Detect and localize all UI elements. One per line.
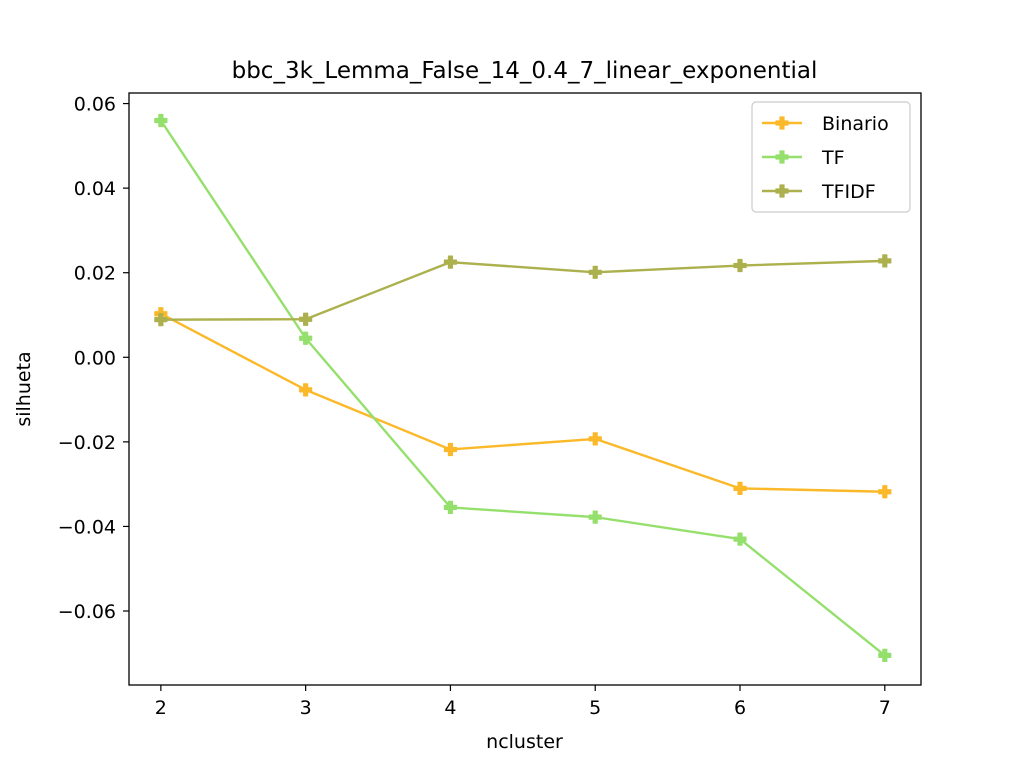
y-tick-label: 0.04: [74, 178, 116, 200]
x-tick-label: 4: [444, 697, 456, 719]
marker-shape: [878, 254, 892, 268]
marker-shape: [443, 500, 458, 514]
x-tick-label: 3: [300, 697, 312, 719]
y-axis-label: silhueta: [13, 351, 35, 426]
y-tick-label: −0.04: [58, 516, 116, 538]
x-tick-label: 6: [734, 697, 746, 719]
x-tick-label: 2: [155, 697, 167, 719]
x-tick-label: 7: [879, 697, 891, 719]
y-tick-label: 0.00: [74, 347, 116, 369]
marker-shape: [299, 331, 313, 345]
plot-area: 2 3 4 5 6 7 0.06 0.04 0.02 0.00 −0.02 −0.04 −0.06: [58, 92, 922, 719]
data-point-tf: [443, 500, 458, 514]
y-tick-label: 0.02: [74, 263, 116, 285]
data-point-tfidf: [299, 312, 313, 326]
marker-shape: [154, 113, 168, 128]
chart-title: bbc_3k_Lemma_False_14_0.4_7_linear_expon…: [232, 58, 818, 84]
data-point-tfidf: [878, 254, 892, 268]
marker-shape: [299, 383, 313, 397]
data-point-binario: [443, 442, 458, 457]
data-point-tf: [299, 331, 313, 345]
marker-shape: [299, 312, 313, 326]
marker-shape: [775, 150, 789, 164]
marker-shape: [443, 442, 458, 457]
data-point-tf: [154, 113, 168, 128]
marker-shape: [733, 532, 747, 546]
x-tick-label: 5: [589, 697, 601, 719]
marker-shape: [154, 313, 168, 327]
data-point-tf: [588, 510, 602, 524]
data-point-tfidf: [588, 265, 602, 279]
marker-shape: [775, 116, 789, 130]
marker-shape: [588, 432, 602, 446]
legend-label: TF: [821, 147, 845, 169]
legend-label: TFIDF: [821, 181, 876, 203]
marker-shape: [775, 184, 789, 198]
data-point-tfidf: [443, 255, 458, 269]
y-tick-label: −0.02: [58, 432, 116, 454]
data-point-binario: [878, 485, 892, 499]
series-line-tfidf: [160, 259, 885, 321]
data-point-tf: [733, 532, 747, 546]
data-point-tfidf: [154, 313, 168, 327]
series-line-binario: [160, 312, 885, 493]
data-point-binario: [733, 481, 747, 495]
marker-shape: [878, 648, 892, 662]
legend-marker: [775, 116, 789, 130]
data-point-binario: [299, 383, 313, 397]
legend-marker: [775, 150, 789, 164]
legend-entry-tfidf: TFIDF: [762, 181, 876, 203]
legend-label: Binario: [822, 113, 889, 135]
marker-shape: [733, 258, 747, 273]
y-tick-label: −0.06: [58, 601, 116, 623]
y-tick-label: 0.06: [74, 94, 116, 116]
legend-marker: [775, 184, 789, 198]
legend-box: [751, 101, 911, 213]
axes-frame: [128, 92, 922, 686]
marker-shape: [733, 481, 747, 495]
legend-entry-tf: TF: [762, 147, 845, 169]
marker-shape: [588, 510, 602, 524]
marker-shape: [588, 265, 602, 279]
marker-shape: [443, 255, 458, 269]
legend-entry-binario: Binario: [762, 113, 889, 135]
data-point-binario: [588, 432, 602, 446]
legend: Binario TF TFIDF: [751, 101, 911, 213]
data-point-tf: [878, 648, 892, 662]
x-axis-label: ncluster: [486, 731, 563, 753]
series-line-tf: [159, 119, 886, 657]
data-point-tfidf: [733, 258, 747, 273]
marker-shape: [878, 485, 892, 499]
